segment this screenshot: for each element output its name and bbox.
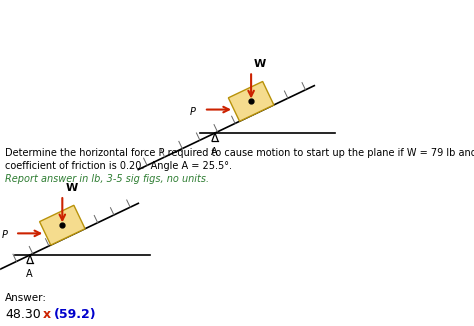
Text: 48.30: 48.30	[5, 308, 41, 321]
Text: A: A	[210, 147, 217, 157]
Text: A: A	[26, 269, 32, 279]
Text: P: P	[190, 107, 196, 117]
Polygon shape	[228, 82, 274, 121]
Text: Determine the horizontal force P required to cause motion to start up the plane : Determine the horizontal force P require…	[5, 148, 474, 158]
Text: P: P	[1, 230, 7, 240]
Text: Answer:: Answer:	[5, 293, 47, 303]
Text: coefficient of friction is 0.20.  Angle A = 25.5°.: coefficient of friction is 0.20. Angle A…	[5, 161, 232, 171]
Text: W: W	[65, 183, 78, 193]
Text: W: W	[254, 59, 266, 69]
Text: Report answer in lb, 3-5 sig figs, no units.: Report answer in lb, 3-5 sig figs, no un…	[5, 174, 209, 184]
Text: (59.2): (59.2)	[54, 308, 97, 321]
Polygon shape	[39, 205, 85, 245]
Text: x: x	[43, 308, 51, 321]
